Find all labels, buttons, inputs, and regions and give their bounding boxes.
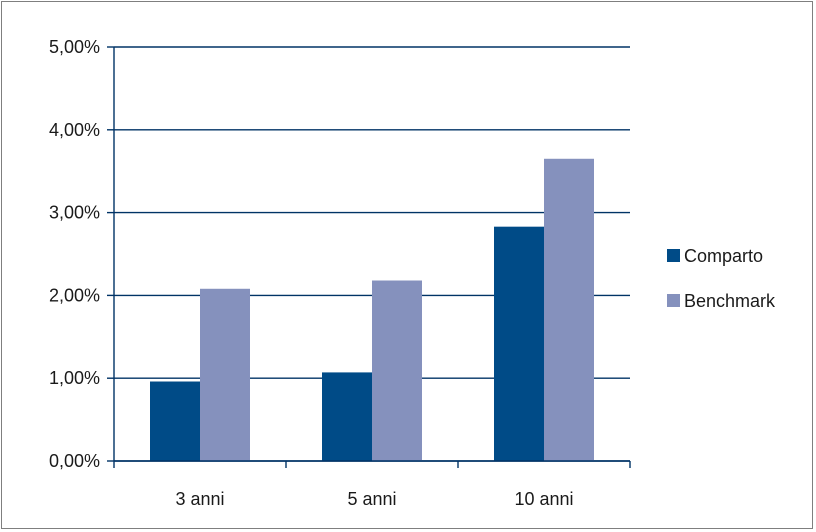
y-tick-label: 2,00% <box>49 285 100 305</box>
bar-benchmark-5-anni <box>372 280 422 461</box>
bar-benchmark-10-anni <box>544 158 594 461</box>
x-axis-category-labels: 3 anni 5 anni 10 anni <box>175 489 573 509</box>
bar-comparto-3-anni <box>150 381 200 461</box>
axes <box>107 46 631 468</box>
bar-comparto-10-anni <box>494 226 544 461</box>
legend-label-benchmark: Benchmark <box>684 291 776 311</box>
y-tick-label: 0,00% <box>49 451 100 471</box>
legend: Comparto Benchmark <box>667 246 776 311</box>
y-tick-label: 3,00% <box>49 203 100 223</box>
legend-swatch-benchmark <box>667 294 680 307</box>
x-category-label: 10 anni <box>514 489 573 509</box>
x-category-label: 3 anni <box>175 489 224 509</box>
bar-comparto-5-anni <box>322 372 372 461</box>
y-tick-label: 1,00% <box>49 368 100 388</box>
bar-benchmark-3-anni <box>200 288 250 461</box>
legend-label-comparto: Comparto <box>684 246 763 266</box>
bars <box>150 158 594 461</box>
legend-swatch-comparto <box>667 249 680 262</box>
x-category-label: 5 anni <box>347 489 396 509</box>
y-tick-label: 4,00% <box>49 120 100 140</box>
y-axis-tick-labels: 0,00% 1,00% 2,00% 3,00% 4,00% 5,00% <box>49 37 100 471</box>
y-tick-label: 5,00% <box>49 37 100 57</box>
